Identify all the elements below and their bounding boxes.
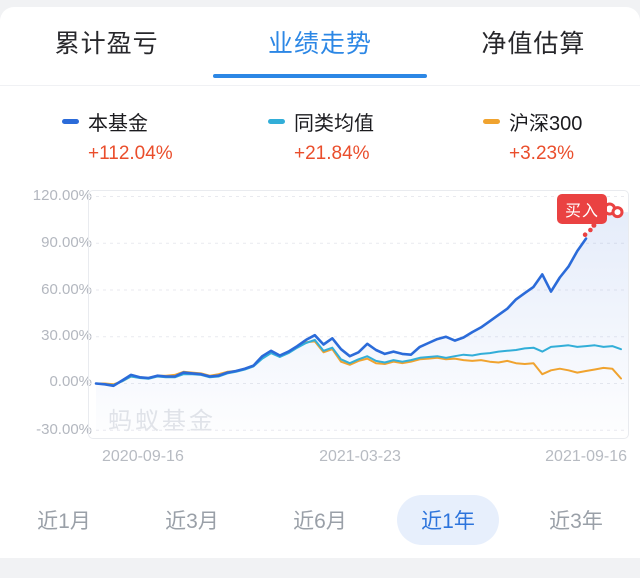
tab-label: 累计盈亏 bbox=[54, 30, 159, 58]
range-label: 近1月 bbox=[37, 510, 91, 533]
range-3-year[interactable]: 近3年 bbox=[512, 495, 640, 545]
tab-cumulative-pnl[interactable]: 累计盈亏 bbox=[0, 7, 213, 85]
y-tick-90: 90.00% bbox=[41, 234, 92, 251]
legend-return-value: +3.23% bbox=[509, 143, 574, 164]
legend-item-category-average: 同类均值 +21.84% bbox=[268, 107, 374, 165]
legend-item-csi300: 沪深300 +3.23% bbox=[483, 107, 582, 165]
legend-name: 同类均值 bbox=[294, 113, 374, 135]
x-axis-labels: 2020-09-16 2021-03-23 2021-09-16 bbox=[88, 448, 627, 470]
chart-canvas bbox=[89, 196, 628, 431]
performance-card: 累计盈亏 业绩走势 净值估算 本基金 +112.04% bbox=[0, 7, 640, 558]
legend-name: 本基金 bbox=[88, 113, 148, 135]
line-swatch-category-average bbox=[268, 119, 285, 124]
buy-badge[interactable]: 买入 bbox=[557, 194, 608, 224]
range-1-year[interactable]: 近1年 bbox=[384, 495, 512, 545]
range-3-month[interactable]: 近3月 bbox=[128, 495, 256, 545]
time-range-selector: 近1月 近3月 近6月 近1年 近3年 bbox=[0, 494, 640, 546]
legend-item-this-fund: 本基金 +112.04% bbox=[62, 107, 173, 165]
legend-name: 沪深300 bbox=[509, 113, 583, 135]
y-tick-30: 30.00% bbox=[41, 327, 92, 344]
line-swatch-csi300 bbox=[483, 119, 500, 124]
line-swatch-this-fund bbox=[62, 119, 79, 124]
range-label: 近3月 bbox=[165, 510, 219, 533]
active-tab-underline bbox=[213, 73, 427, 78]
x-tick-start-date: 2020-09-16 bbox=[102, 448, 184, 465]
range-label: 近6月 bbox=[293, 510, 347, 533]
tab-performance-trend[interactable]: 业绩走势 bbox=[213, 7, 427, 85]
range-1-month[interactable]: 近1月 bbox=[0, 495, 128, 545]
range-label: 近1年 bbox=[397, 495, 499, 545]
tab-nav-estimate[interactable]: 净值估算 bbox=[427, 7, 640, 85]
y-tick-neg30: -30.00% bbox=[36, 421, 92, 438]
performance-line-chart[interactable]: 蚂蚁基金 买入 bbox=[88, 190, 629, 439]
y-tick-120: 120.00% bbox=[32, 187, 92, 204]
y-tick-60: 60.00% bbox=[41, 281, 92, 298]
y-tick-0: 0.00% bbox=[49, 373, 92, 390]
tab-label: 净值估算 bbox=[481, 30, 586, 58]
top-tabbar: 累计盈亏 业绩走势 净值估算 bbox=[0, 7, 640, 86]
range-label: 近3年 bbox=[549, 510, 603, 533]
legend-return-value: +21.84% bbox=[294, 143, 370, 164]
legend-return-value: +112.04% bbox=[88, 143, 173, 164]
x-tick-mid-date: 2021-03-23 bbox=[319, 448, 401, 465]
range-6-month[interactable]: 近6月 bbox=[256, 495, 384, 545]
tab-label: 业绩走势 bbox=[267, 30, 372, 58]
chart-legend: 本基金 +112.04% 同类均值 +21.84% 沪深300 +3.23% bbox=[0, 107, 640, 169]
x-tick-end-date: 2021-09-16 bbox=[545, 448, 627, 465]
